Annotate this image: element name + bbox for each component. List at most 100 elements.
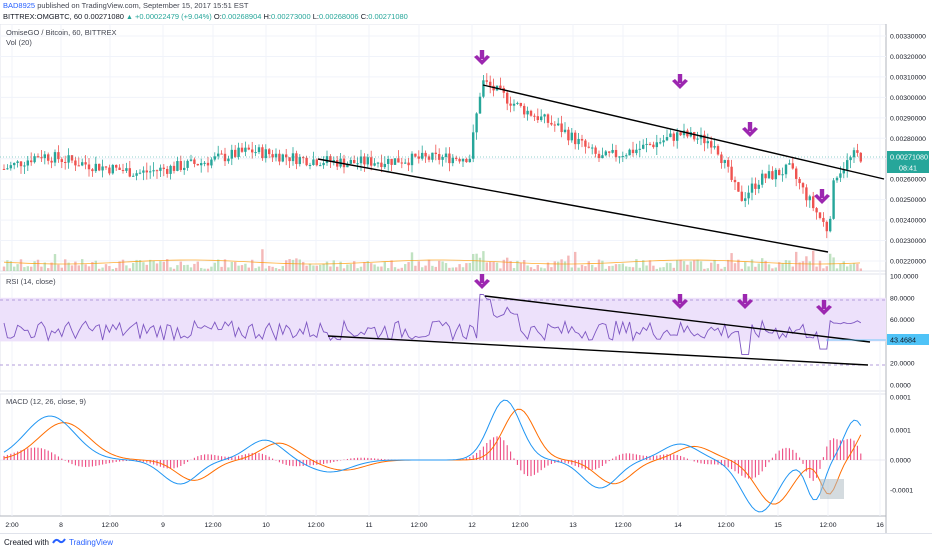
candle-body xyxy=(540,116,543,121)
volume-bar xyxy=(540,267,543,271)
candle-body xyxy=(410,153,414,166)
candle-body xyxy=(135,173,138,176)
candle-body xyxy=(128,168,131,177)
candle-body xyxy=(628,149,631,156)
volume-bar xyxy=(329,266,332,271)
candle-body xyxy=(574,132,577,145)
volume-bar xyxy=(370,263,373,271)
volume-bar xyxy=(665,262,669,271)
rsi-lower-trendline[interactable] xyxy=(327,335,869,366)
macd-series xyxy=(0,399,886,513)
price-pane[interactable] xyxy=(0,23,887,272)
volume-bar xyxy=(172,268,176,271)
volume-bar xyxy=(638,267,641,271)
price-axis-label: 0.00300000 xyxy=(890,95,926,102)
volume-bar xyxy=(390,260,393,271)
up-triangle-icon: ▲ xyxy=(126,14,133,21)
candle-body xyxy=(455,157,458,159)
candlesticks xyxy=(2,73,862,239)
candle-body xyxy=(234,149,237,157)
volume-bar xyxy=(213,262,216,271)
price-upper-trendline[interactable] xyxy=(482,84,885,180)
rsi-axis-label: 100.0000 xyxy=(890,274,919,281)
volume-bar xyxy=(434,266,437,271)
candle-body xyxy=(74,160,77,166)
volume-bar xyxy=(407,262,410,271)
arrow-head xyxy=(816,305,832,315)
volume-bar xyxy=(138,260,142,271)
candle-body xyxy=(536,116,539,121)
candle-body xyxy=(767,171,771,179)
volume-bar xyxy=(6,260,9,271)
volume-bar xyxy=(121,259,125,271)
annotation-arrows xyxy=(474,50,832,315)
candle-body xyxy=(288,157,291,162)
time-axis-label: 12:00 xyxy=(410,522,427,529)
rsi-upper-trendline[interactable] xyxy=(484,295,871,343)
volume-bar xyxy=(812,250,815,271)
candle-body xyxy=(291,153,295,162)
volume-bar xyxy=(302,261,305,271)
candle-body xyxy=(801,183,805,188)
tradingview-brand[interactable]: TradingView xyxy=(69,538,114,547)
candle-body xyxy=(33,156,36,163)
volume-bar xyxy=(291,259,295,271)
candle-body xyxy=(703,134,706,144)
candle-body xyxy=(64,161,67,163)
price-axis-label: 0.00290000 xyxy=(890,115,926,122)
candle-body xyxy=(172,165,176,171)
candle-body xyxy=(693,132,696,140)
volume-bar xyxy=(764,260,767,271)
volume-bar xyxy=(43,262,46,271)
chart-canvas[interactable]: OmiseGO / Bitcoin, 60, BITTREX Vol (20) … xyxy=(0,23,932,533)
volume-bar xyxy=(597,259,601,271)
volume-bar xyxy=(118,261,121,271)
published-text: published on TradingView.com, September … xyxy=(35,1,249,10)
down-arrow-icon xyxy=(672,294,688,309)
candle-body xyxy=(40,157,43,159)
volume-bar xyxy=(557,261,560,271)
candle-body xyxy=(485,80,488,82)
arrow-head xyxy=(737,299,753,309)
volume-bar xyxy=(645,265,648,271)
time-axis-label: 2:00 xyxy=(5,522,18,529)
candle-body xyxy=(261,147,264,159)
candle-body xyxy=(264,149,267,159)
volume-bar xyxy=(642,260,645,271)
macd-pane[interactable] xyxy=(0,393,887,517)
volume-bar xyxy=(778,262,781,271)
candle-body xyxy=(176,161,179,171)
candle-body xyxy=(652,144,655,148)
candle-body xyxy=(2,168,6,170)
price-lower-trendline[interactable] xyxy=(317,158,829,253)
volume-bar xyxy=(346,264,349,271)
macd-highlight-box xyxy=(820,479,844,499)
candle-body xyxy=(427,156,431,160)
volume-bar xyxy=(587,261,590,271)
arrow-head xyxy=(742,127,758,137)
volume-bar xyxy=(475,253,478,271)
publish-info: BAD8925 published on TradingView.com, Se… xyxy=(3,1,248,11)
candle-body xyxy=(550,122,553,125)
author-name[interactable]: BAD8925 xyxy=(3,1,36,10)
chart-area[interactable]: OmiseGO / Bitcoin, 60, BITTREX Vol (20) … xyxy=(0,23,932,533)
candle-body xyxy=(94,163,97,172)
candle-body xyxy=(553,124,556,126)
current-price-text: 0.00271080 xyxy=(890,153,928,162)
candle-body xyxy=(155,170,159,172)
candle-body xyxy=(87,164,91,170)
arrow-head xyxy=(474,279,490,289)
volume-bar xyxy=(13,266,16,271)
volume-bar xyxy=(716,263,720,271)
volume-bar xyxy=(128,268,131,271)
open-value: 0.00268904 xyxy=(221,12,262,21)
candle-body xyxy=(747,192,750,199)
volume-bar xyxy=(400,267,403,271)
candle-body xyxy=(733,179,737,183)
candle-body xyxy=(720,154,723,164)
candle-body xyxy=(846,160,849,170)
candle-body xyxy=(621,156,624,158)
volume-bar xyxy=(33,261,36,271)
candle-body xyxy=(359,156,363,164)
volume-bar xyxy=(448,267,451,271)
